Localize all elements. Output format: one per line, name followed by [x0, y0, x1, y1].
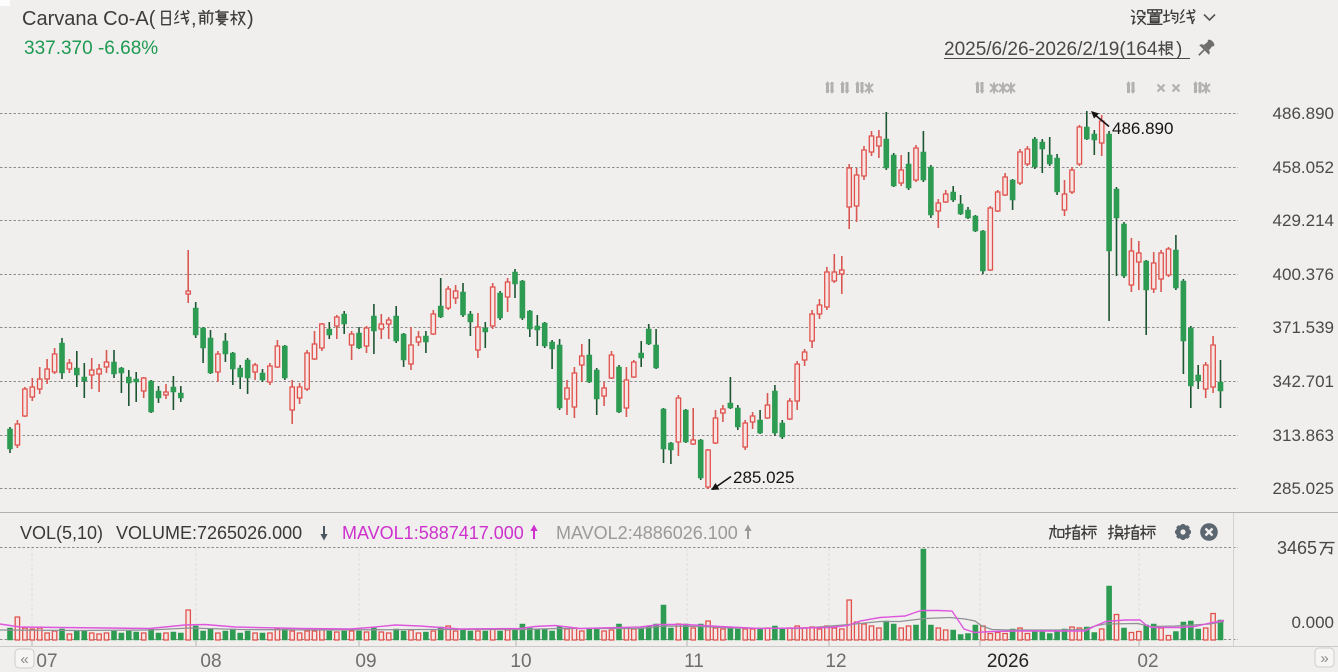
svg-text:12: 12: [825, 651, 846, 672]
svg-text:2026: 2026: [987, 651, 1029, 672]
svg-text:2025/6/26-2026/2/19(164: 2025/6/26-2026/2/19(164: [944, 39, 1158, 60]
svg-text:08: 08: [200, 651, 221, 672]
svg-text:): ): [1176, 39, 1182, 60]
svg-text:429.214: 429.214: [1273, 211, 1334, 230]
svg-text:VOLUME:7265026.000: VOLUME:7265026.000: [116, 523, 302, 543]
svg-text:342.701: 342.701: [1273, 372, 1334, 391]
svg-text:3465: 3465: [1277, 538, 1317, 558]
svg-text:MAVOL1:5887417.000: MAVOL1:5887417.000: [342, 523, 524, 543]
svg-text:10: 10: [510, 651, 531, 672]
svg-text:458.052: 458.052: [1273, 158, 1334, 177]
svg-text:313.863: 313.863: [1273, 426, 1334, 445]
svg-text:Carvana Co-A(: Carvana Co-A(: [22, 8, 156, 30]
svg-text:): ): [247, 8, 254, 30]
svg-text:MAVOL2:4886026.100: MAVOL2:4886026.100: [556, 523, 738, 543]
svg-text:07: 07: [36, 651, 57, 672]
svg-text:»: »: [1320, 650, 1328, 667]
svg-text:371.539: 371.539: [1273, 318, 1334, 337]
svg-text:337.370 -6.68%: 337.370 -6.68%: [24, 38, 158, 59]
svg-text:400.376: 400.376: [1273, 265, 1334, 284]
svg-text:11: 11: [684, 651, 704, 672]
svg-text:VOL(5,10): VOL(5,10): [20, 523, 103, 543]
svg-text:09: 09: [355, 651, 376, 672]
svg-text:02: 02: [1137, 651, 1158, 672]
svg-text:486.890: 486.890: [1112, 119, 1173, 138]
svg-text:0.000: 0.000: [1291, 613, 1334, 632]
svg-text:«: «: [20, 651, 28, 668]
svg-text:285.025: 285.025: [1273, 479, 1334, 498]
svg-text:486.890: 486.890: [1273, 104, 1334, 123]
svg-text:,: ,: [191, 8, 197, 30]
svg-text:285.025: 285.025: [733, 468, 794, 487]
